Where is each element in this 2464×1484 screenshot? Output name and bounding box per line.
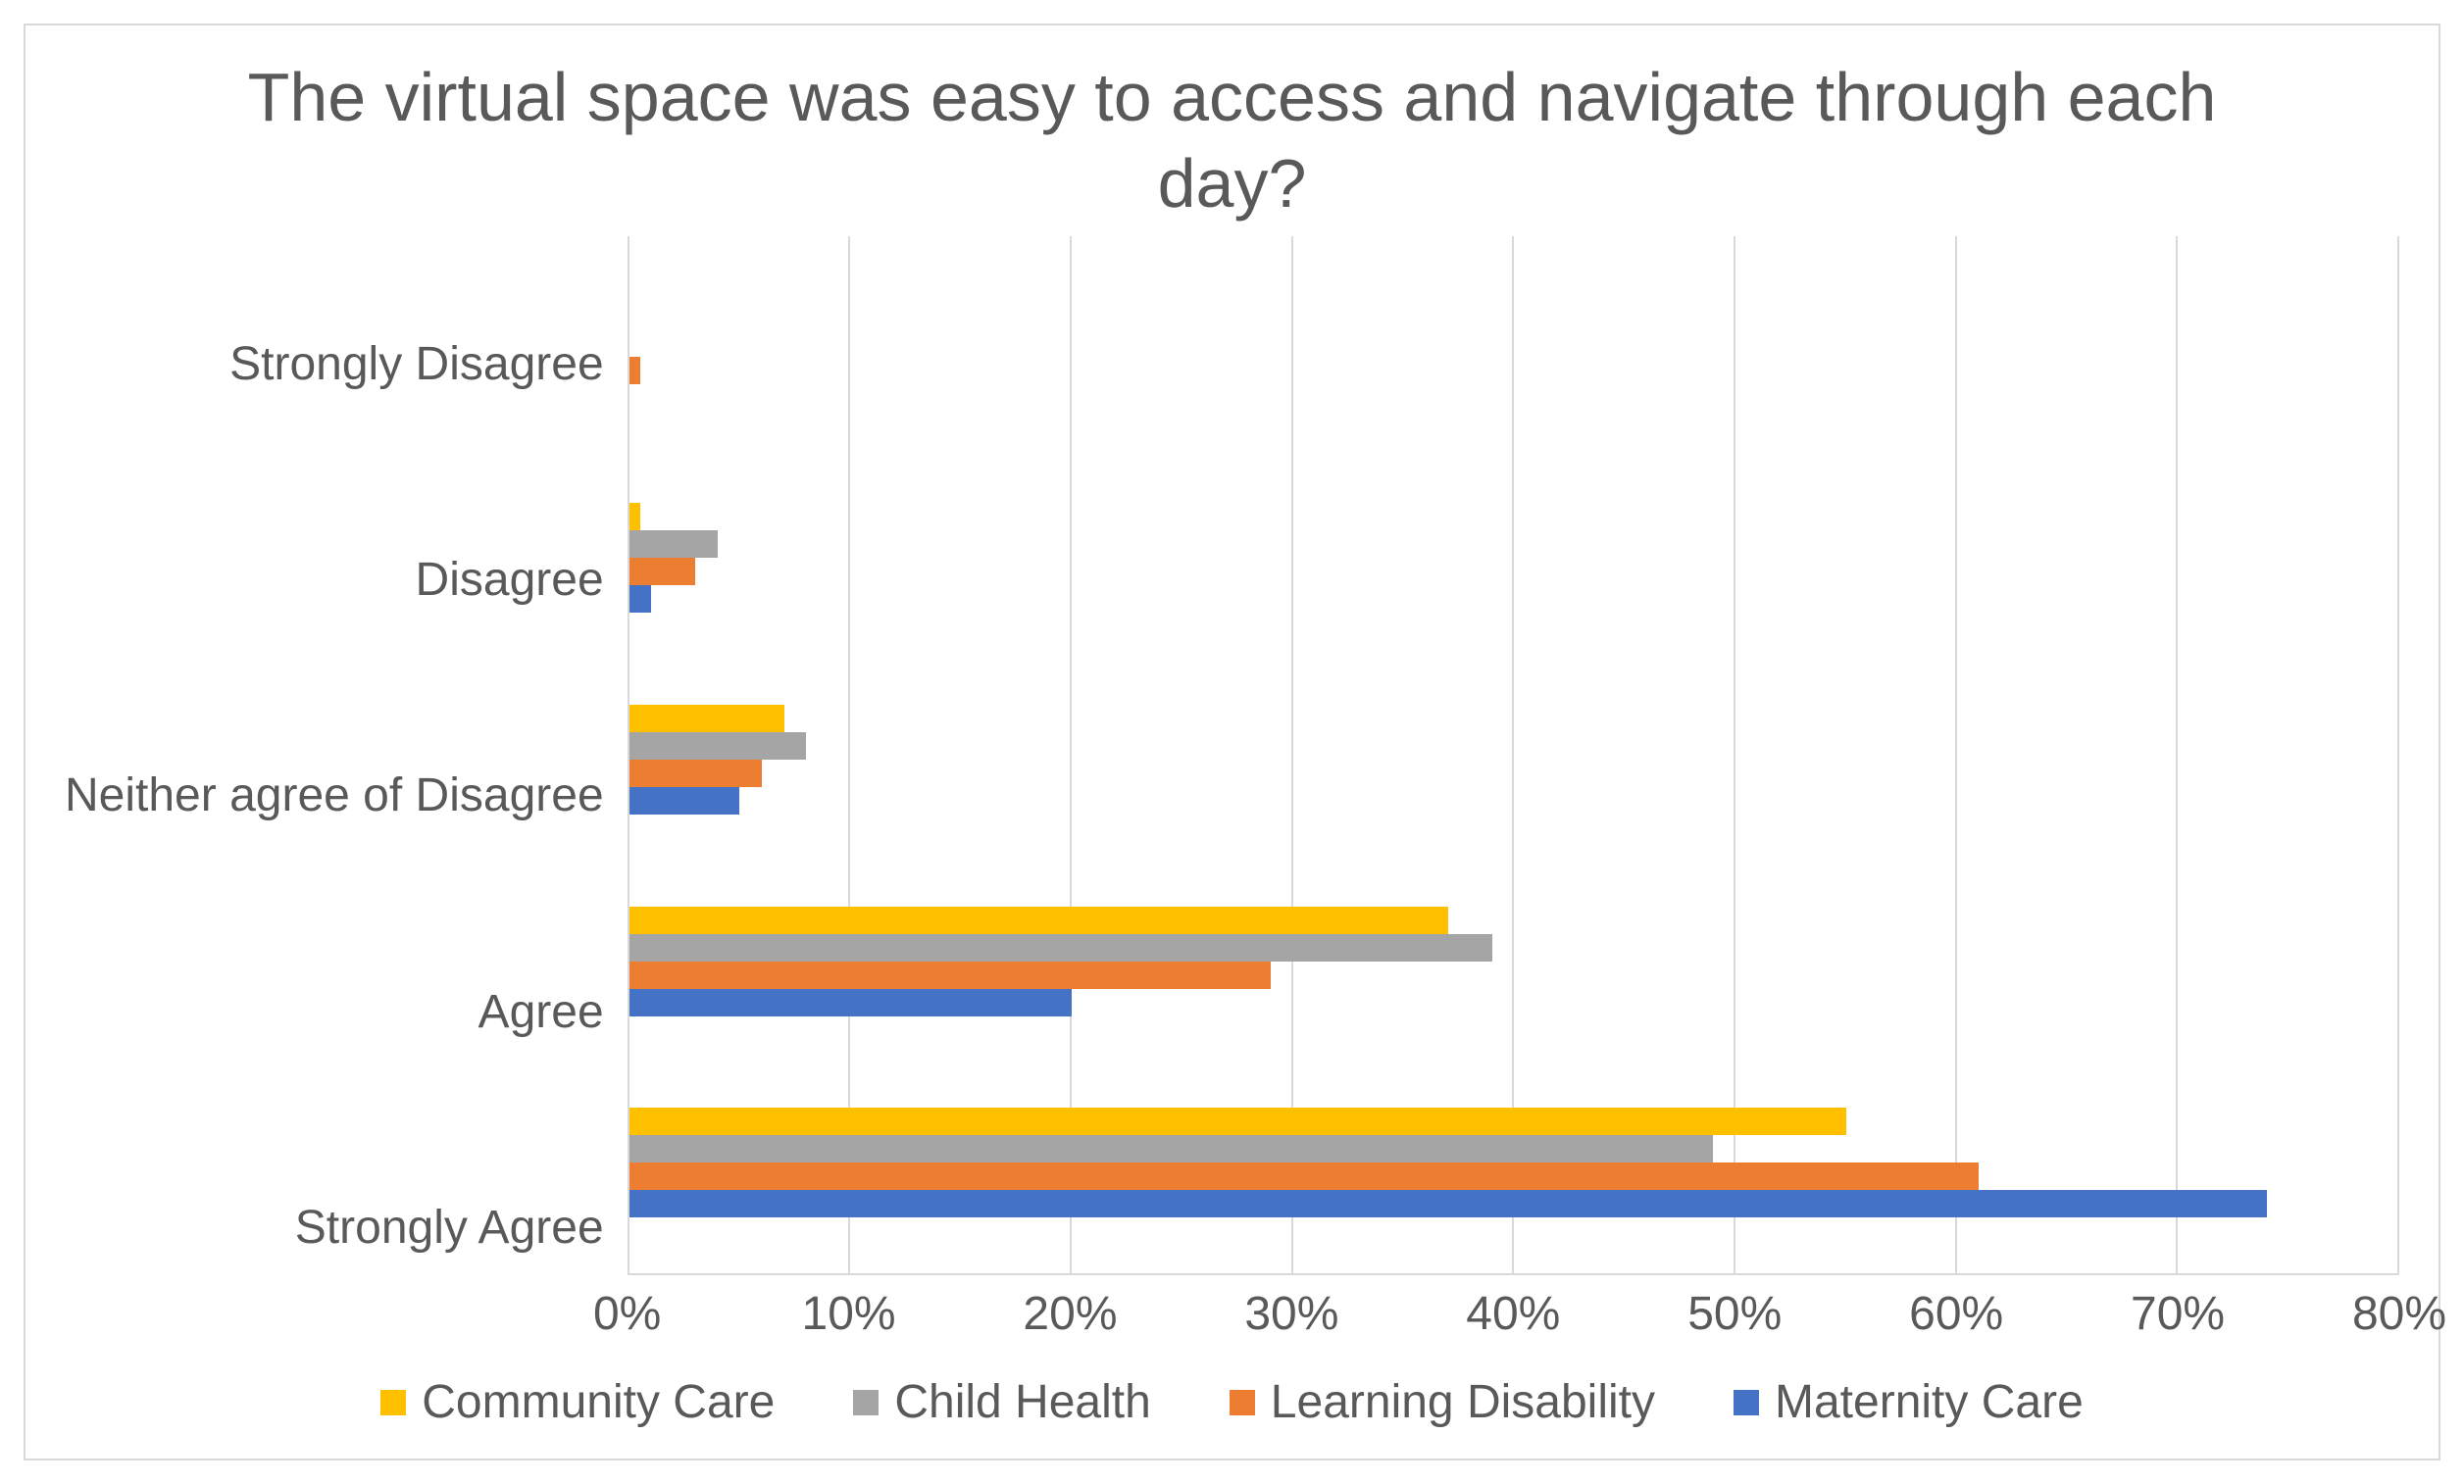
bar-group xyxy=(629,705,2399,815)
bar-group xyxy=(629,1108,2399,1217)
bar xyxy=(629,1135,1714,1162)
bar-group xyxy=(629,907,2399,1016)
legend-label: Child Health xyxy=(894,1375,1150,1429)
bar xyxy=(629,934,1492,962)
bar xyxy=(629,1190,2267,1217)
x-tick-label: 20% xyxy=(1023,1287,1117,1341)
bar xyxy=(629,530,718,558)
legend-swatch xyxy=(380,1390,406,1415)
bar xyxy=(629,787,740,815)
y-category-label: Strongly Agree xyxy=(65,1201,604,1255)
bar xyxy=(629,760,762,787)
x-tick-label: 70% xyxy=(2131,1287,2225,1341)
legend-label: Maternity Care xyxy=(1775,1375,2084,1429)
bar xyxy=(629,1108,1846,1135)
y-axis: Strongly Disagree Disagree Neither agree o… xyxy=(65,236,628,1346)
plot-area xyxy=(628,236,2399,1275)
legend: Community Care Child Health Learning Disab… xyxy=(65,1346,2399,1439)
chart-frame: The virtual space was easy to access and… xyxy=(24,24,2440,1460)
bar xyxy=(629,357,640,384)
chart-title: The virtual space was easy to access and… xyxy=(65,45,2399,236)
bar xyxy=(629,732,807,760)
y-category-label: Strongly Disagree xyxy=(65,337,604,391)
bar xyxy=(629,558,696,585)
legend-item: Community Care xyxy=(380,1375,775,1429)
bar xyxy=(629,907,1448,934)
legend-label: Community Care xyxy=(422,1375,775,1429)
bar xyxy=(629,705,784,732)
x-tick-label: 0% xyxy=(593,1287,661,1341)
legend-item: Maternity Care xyxy=(1734,1375,2084,1429)
y-category-label: Agree xyxy=(65,985,604,1039)
plot-row: Strongly Disagree Disagree Neither agree o… xyxy=(65,236,2399,1346)
x-tick-label: 40% xyxy=(1466,1287,1560,1341)
bar xyxy=(629,503,640,530)
y-category-label: Neither agree of Disagree xyxy=(65,768,604,822)
legend-swatch xyxy=(1230,1390,1255,1415)
legend-item: Learning Disability xyxy=(1230,1375,1655,1429)
y-category-label: Disagree xyxy=(65,553,604,607)
legend-swatch xyxy=(1734,1390,1759,1415)
bars-stack xyxy=(629,236,2399,1273)
x-tick-label: 10% xyxy=(802,1287,896,1341)
legend-label: Learning Disability xyxy=(1271,1375,1655,1429)
bar xyxy=(629,962,1271,989)
legend-swatch xyxy=(853,1390,879,1415)
bar xyxy=(629,989,1072,1016)
x-tick-label: 50% xyxy=(1687,1287,1782,1341)
bar-group xyxy=(629,302,2399,412)
x-tick-label: 30% xyxy=(1244,1287,1338,1341)
plot-area-wrap: 0%10%20%30%40%50%60%70%80% xyxy=(628,236,2399,1346)
legend-item: Child Health xyxy=(853,1375,1150,1429)
bar-group xyxy=(629,503,2399,613)
x-tick-label: 80% xyxy=(2352,1287,2446,1341)
x-axis: 0%10%20%30%40%50%60%70%80% xyxy=(628,1275,2399,1346)
bar xyxy=(629,1162,1980,1190)
bar xyxy=(629,585,652,613)
x-tick-label: 60% xyxy=(1909,1287,2003,1341)
chart-outer: The virtual space was easy to access and… xyxy=(0,0,2464,1484)
